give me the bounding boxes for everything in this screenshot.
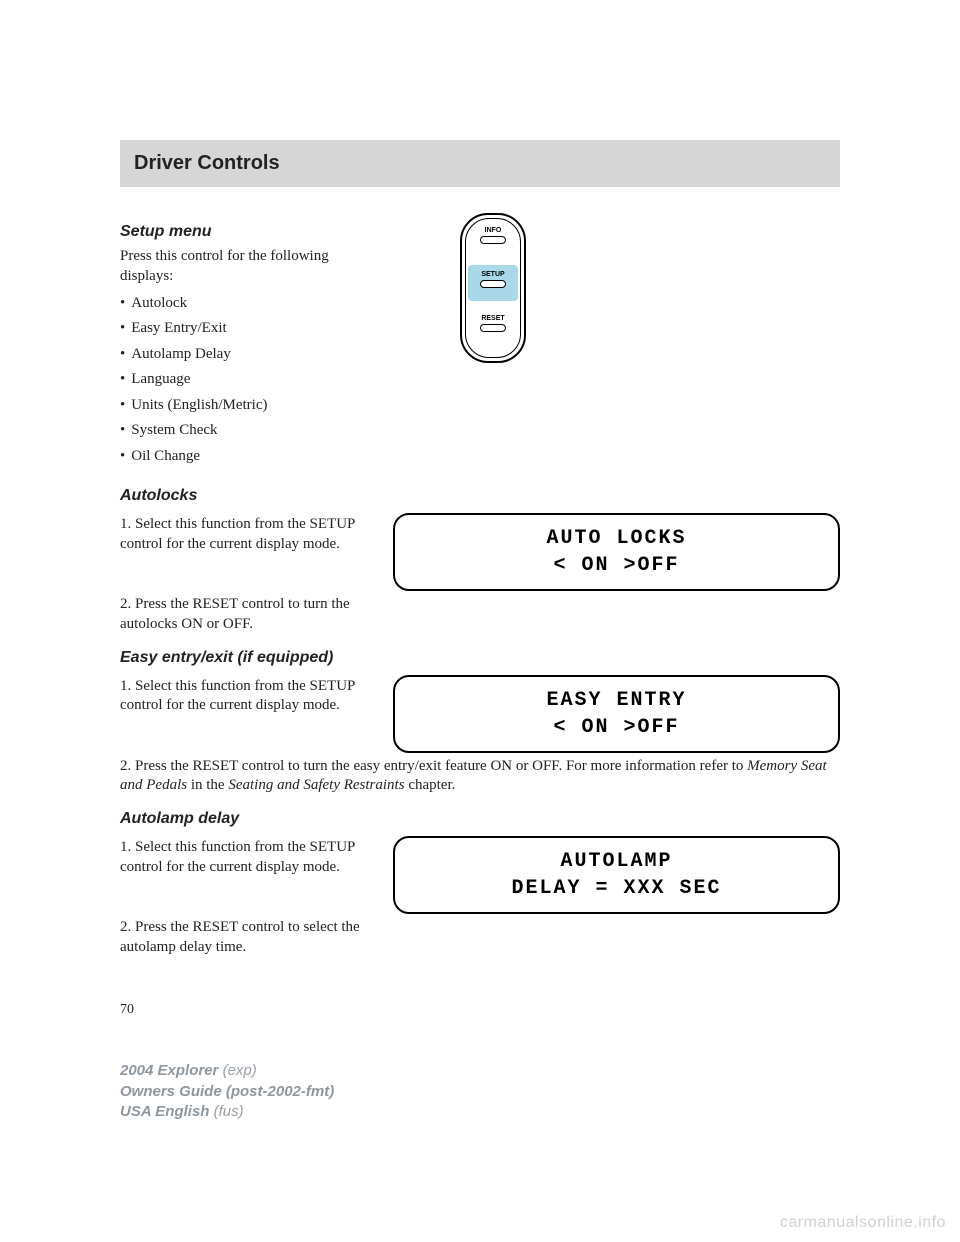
footer-guide: Owners Guide (post-2002-fmt) — [120, 1083, 334, 1100]
control-pod: INFO SETUP RESET — [460, 213, 526, 363]
page-number: 70 — [120, 1002, 840, 1018]
easy-entry-step2: 2. Press the RESET control to turn the e… — [120, 757, 840, 797]
list-item: Language — [120, 367, 375, 393]
pod-setup-label: SETUP — [462, 271, 524, 278]
pod-reset-segment: RESET — [462, 315, 524, 332]
autolamp-step2: 2. Press the RESET control to select the… — [120, 918, 375, 958]
pod-reset-label: RESET — [462, 315, 524, 322]
easy-entry-lcd: EASY ENTRY < ON >OFF — [393, 675, 840, 753]
watermark: carmanualsonline.info — [780, 1214, 946, 1232]
page: Driver Controls Setup menu Press this co… — [0, 0, 960, 1078]
footer-lang-code: (fus) — [209, 1103, 243, 1120]
footer-line-1: 2004 Explorer (exp) — [120, 1061, 334, 1081]
list-item: Oil Change — [120, 444, 375, 470]
footer: 2004 Explorer (exp) Owners Guide (post-2… — [120, 1061, 334, 1122]
autolamp-step1: 1. Select this function from the SETUP c… — [120, 838, 375, 878]
footer-model-code: (exp) — [218, 1062, 256, 1079]
easy-entry-heading: Easy entry/exit (if equipped) — [120, 649, 840, 667]
lcd-line: AUTOLAMP — [413, 848, 820, 875]
autolocks-step1: 1. Select this function from the SETUP c… — [120, 515, 375, 555]
list-item: Autolamp Delay — [120, 342, 375, 368]
autolocks-step2: 2. Press the RESET control to turn the a… — [120, 595, 375, 635]
easy-entry-step1: 1. Select this function from the SETUP c… — [120, 677, 375, 717]
text-run: chapter. — [405, 777, 456, 793]
pod-setup-segment: SETUP — [462, 271, 524, 288]
autolocks-text: 1. Select this function from the SETUP c… — [120, 511, 375, 559]
footer-line-2: Owners Guide (post-2002-fmt) — [120, 1082, 334, 1102]
footer-lang: USA English — [120, 1103, 209, 1120]
pod-info-segment: INFO — [462, 227, 524, 244]
autolocks-row: 1. Select this function from the SETUP c… — [120, 511, 840, 591]
setup-menu-intro: Press this control for the following dis… — [120, 247, 375, 287]
autolocks-lcd: AUTO LOCKS < ON >OFF — [393, 513, 840, 591]
lcd-line: AUTO LOCKS — [413, 525, 820, 552]
control-pod-illustration: INFO SETUP RESET — [453, 209, 533, 363]
info-button-icon — [480, 236, 506, 244]
autolamp-heading: Autolamp delay — [120, 810, 840, 828]
autolocks-heading: Autolocks — [120, 487, 840, 505]
setup-button-icon — [480, 280, 506, 288]
list-item: Units (English/Metric) — [120, 393, 375, 419]
setup-menu-heading: Setup menu — [120, 223, 375, 241]
setup-menu-row: Setup menu Press this control for the fo… — [120, 209, 840, 473]
section-header-bar: Driver Controls — [120, 140, 840, 187]
easy-entry-text: 1. Select this function from the SETUP c… — [120, 673, 375, 721]
pod-info-label: INFO — [462, 227, 524, 234]
list-item: Easy Entry/Exit — [120, 316, 375, 342]
autolamp-text: 1. Select this function from the SETUP c… — [120, 834, 375, 882]
autolamp-row: 1. Select this function from the SETUP c… — [120, 834, 840, 914]
setup-menu-text: Setup menu Press this control for the fo… — [120, 209, 375, 473]
footer-line-3: USA English (fus) — [120, 1102, 334, 1122]
section-header-title: Driver Controls — [134, 152, 280, 174]
easy-entry-row: 1. Select this function from the SETUP c… — [120, 673, 840, 753]
text-run: in the — [187, 777, 228, 793]
setup-menu-list: Autolock Easy Entry/Exit Autolamp Delay … — [120, 291, 375, 470]
text-run: 2. Press the RESET control to turn the e… — [120, 758, 747, 774]
lcd-line: EASY ENTRY — [413, 687, 820, 714]
autolamp-lcd: AUTOLAMP DELAY = XXX SEC — [393, 836, 840, 914]
reset-button-icon — [480, 324, 506, 332]
list-item: System Check — [120, 418, 375, 444]
footer-model: 2004 Explorer — [120, 1062, 218, 1079]
lcd-line: DELAY = XXX SEC — [413, 875, 820, 902]
lcd-line: < ON >OFF — [413, 552, 820, 579]
list-item: Autolock — [120, 291, 375, 317]
lcd-line: < ON >OFF — [413, 714, 820, 741]
ref-seating-safety: Seating and Safety Restraints — [228, 777, 404, 793]
